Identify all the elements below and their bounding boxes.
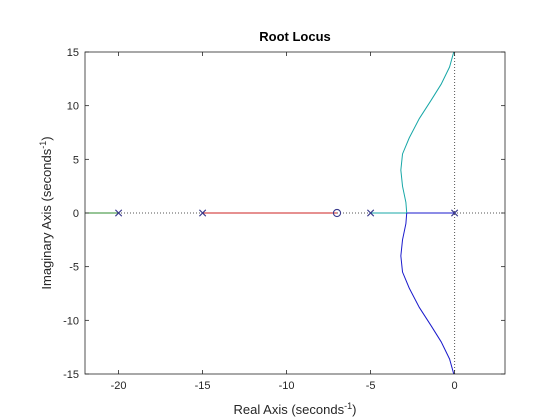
y-axis-label-exponent: -1 — [38, 141, 48, 149]
x-tick-label: -10 — [279, 380, 295, 392]
series-layer — [85, 52, 455, 374]
y-tick-label: 10 — [67, 101, 79, 113]
x-axis-label-close: ) — [352, 402, 356, 417]
x-tick-label: -15 — [195, 380, 211, 392]
y-tick-label: 0 — [73, 208, 79, 220]
x-axis-label: Real Axis (seconds-1) — [234, 401, 357, 417]
pole-marker — [451, 209, 459, 217]
chart-title: Root Locus — [259, 29, 331, 44]
y-tick-label: 15 — [67, 47, 79, 59]
pole-marker — [367, 209, 375, 217]
y-tick-label: 5 — [73, 154, 79, 166]
locus-branch-6 — [400, 212, 455, 374]
zero-marker — [332, 208, 342, 218]
y-tick-label: -5 — [69, 262, 79, 274]
locus-branch-5 — [400, 52, 455, 214]
y-axis-label-text: Imaginary Axis (seconds — [39, 148, 54, 289]
y-axis-ticks: -15 -10 -5 0 5 10 15 — [63, 47, 505, 381]
x-axis-label-text: Real Axis (seconds — [234, 402, 345, 417]
y-axis-label-close: ) — [39, 136, 54, 140]
pole-marker — [199, 209, 207, 217]
pole-marker — [115, 209, 123, 217]
x-axis-ticks: -20 -15 -10 -5 0 — [111, 52, 458, 392]
y-axis-label: Imaginary Axis (seconds-1) — [38, 136, 54, 289]
y-tick-label: -10 — [63, 315, 79, 327]
pole-zero-markers — [115, 208, 459, 218]
x-axis-label-exponent: -1 — [344, 401, 352, 411]
x-tick-label: -20 — [111, 380, 127, 392]
y-tick-label: -15 — [63, 369, 79, 381]
x-tick-label: -5 — [366, 380, 376, 392]
x-tick-label: 0 — [452, 380, 458, 392]
